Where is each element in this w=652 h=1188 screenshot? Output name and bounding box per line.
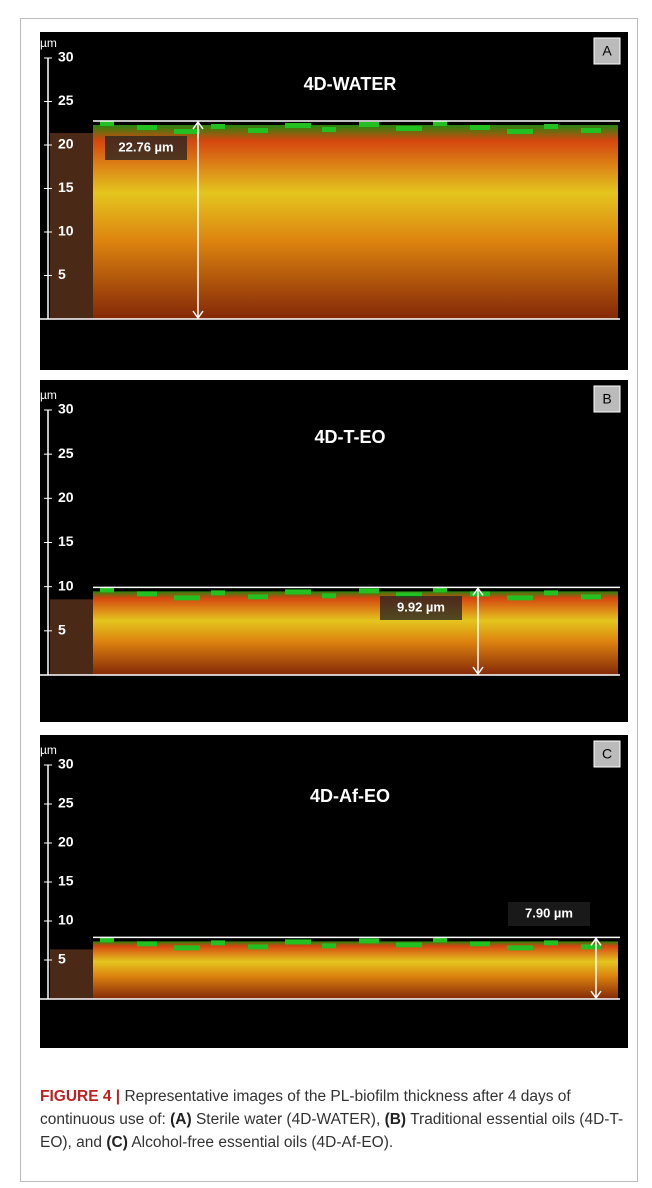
biofilm-speck xyxy=(285,589,311,595)
letter-box xyxy=(593,385,621,413)
caption-text: Sterile water (4D-WATER), xyxy=(191,1111,385,1128)
tick-label: 5 xyxy=(58,266,66,282)
biofilm-speck xyxy=(322,593,336,599)
biofilm-edge xyxy=(50,949,93,999)
biofilm-speck xyxy=(544,590,558,596)
biofilm-speck xyxy=(100,587,114,593)
arrow-head xyxy=(472,587,484,676)
biofilm-speck xyxy=(248,944,268,950)
arrow-head xyxy=(590,937,602,1000)
panel-title: 4D-Af-EO xyxy=(310,786,390,806)
tick-label: 15 xyxy=(58,533,74,549)
biofilm-speck xyxy=(100,120,114,126)
axis-unit: µm xyxy=(40,743,57,757)
caption-text: Traditional essential oils (4D-T-EO), an… xyxy=(40,1111,624,1151)
caption: FIGURE 4 | Representative images of the … xyxy=(40,1085,630,1154)
tick-label: 15 xyxy=(58,179,74,195)
tick-label: 20 xyxy=(58,834,74,850)
biofilm-speck xyxy=(211,940,225,946)
biofilm-speck xyxy=(359,588,379,594)
tick-label: 25 xyxy=(58,92,74,108)
biofilm-speck xyxy=(174,595,200,601)
biofilm-speck xyxy=(285,939,311,945)
tick-label: 30 xyxy=(58,49,74,65)
biofilm xyxy=(93,941,618,999)
biofilm-speck xyxy=(544,940,558,946)
letter-box xyxy=(593,740,621,768)
tick-label: 25 xyxy=(58,795,74,811)
biofilm-speck xyxy=(359,121,379,127)
biofilm-speck xyxy=(433,120,447,126)
biofilm-speck xyxy=(581,944,601,950)
biofilm-speck xyxy=(322,943,336,949)
caption-bold: (A) xyxy=(170,1111,192,1128)
biofilm-speck xyxy=(470,941,490,947)
biofilm-speck xyxy=(248,127,268,133)
thickness-label: 22.76 µm xyxy=(118,139,173,154)
biofilm-speck xyxy=(396,125,422,131)
biofilm-speck xyxy=(396,942,422,948)
biofilm-speck xyxy=(433,937,447,943)
biofilm-speck xyxy=(507,595,533,601)
panel-background xyxy=(40,735,628,1048)
letter-box xyxy=(593,37,621,65)
biofilm-speck xyxy=(581,594,601,600)
tick-label: 5 xyxy=(58,951,66,967)
biofilm-speck xyxy=(137,591,157,597)
tick-label: 10 xyxy=(58,912,74,928)
biofilm-speck xyxy=(285,122,311,128)
tick-label: 30 xyxy=(58,401,74,417)
biofilm-speck xyxy=(507,128,533,134)
biofilm-edge xyxy=(50,132,93,319)
tick-label: 15 xyxy=(58,873,74,889)
tick-label: 20 xyxy=(58,489,74,505)
caption-bold: (B) xyxy=(384,1111,407,1128)
tick-label: 10 xyxy=(58,577,74,593)
caption-text: Alcohol-free essential oils (4D-Af-EO). xyxy=(127,1134,394,1151)
biofilm-speck xyxy=(507,945,533,951)
biofilm-speck xyxy=(470,124,490,130)
caption-bold: (C) xyxy=(106,1134,128,1151)
biofilm-speck xyxy=(322,126,336,132)
biofilm-speck xyxy=(396,592,422,598)
biofilm-speck xyxy=(174,945,200,951)
caption-text: Representative images of the PL-biofilm … xyxy=(40,1088,571,1128)
label-box xyxy=(105,136,187,160)
thickness-label: 7.90 µm xyxy=(525,905,573,920)
panel-letter: A xyxy=(602,43,612,59)
biofilm-speck xyxy=(211,590,225,596)
biofilm-speck xyxy=(211,123,225,129)
tick-label: 5 xyxy=(58,622,66,638)
panel-letter: B xyxy=(602,391,611,407)
biofilm-speck xyxy=(137,124,157,130)
caption-bold: FIGURE 4 | xyxy=(40,1088,121,1105)
biofilm-speck xyxy=(359,938,379,944)
biofilm-speck xyxy=(174,128,200,134)
label-box xyxy=(380,596,462,620)
panel-title: 4D-WATER xyxy=(304,74,397,94)
tick-label: 20 xyxy=(58,136,74,152)
biofilm-speck xyxy=(581,127,601,133)
biofilm-speck xyxy=(100,937,114,943)
biofilm xyxy=(93,591,618,675)
axis-unit: µm xyxy=(40,388,57,402)
biofilm-speck xyxy=(248,594,268,600)
label-box xyxy=(508,902,590,926)
figure-frame xyxy=(20,18,638,1182)
tick-label: 10 xyxy=(58,223,74,239)
biofilm-speck xyxy=(470,591,490,597)
arrow-head xyxy=(192,120,204,320)
biofilm-speck xyxy=(433,587,447,593)
axis-unit: µm xyxy=(40,36,57,50)
biofilm-speck xyxy=(137,941,157,947)
thickness-label: 9.92 µm xyxy=(397,599,445,614)
panel-letter: C xyxy=(602,746,612,762)
tick-label: 30 xyxy=(58,756,74,772)
panel-title: 4D-T-EO xyxy=(314,427,385,447)
biofilm-speck xyxy=(544,123,558,129)
tick-label: 25 xyxy=(58,445,74,461)
biofilm-edge xyxy=(50,599,93,675)
